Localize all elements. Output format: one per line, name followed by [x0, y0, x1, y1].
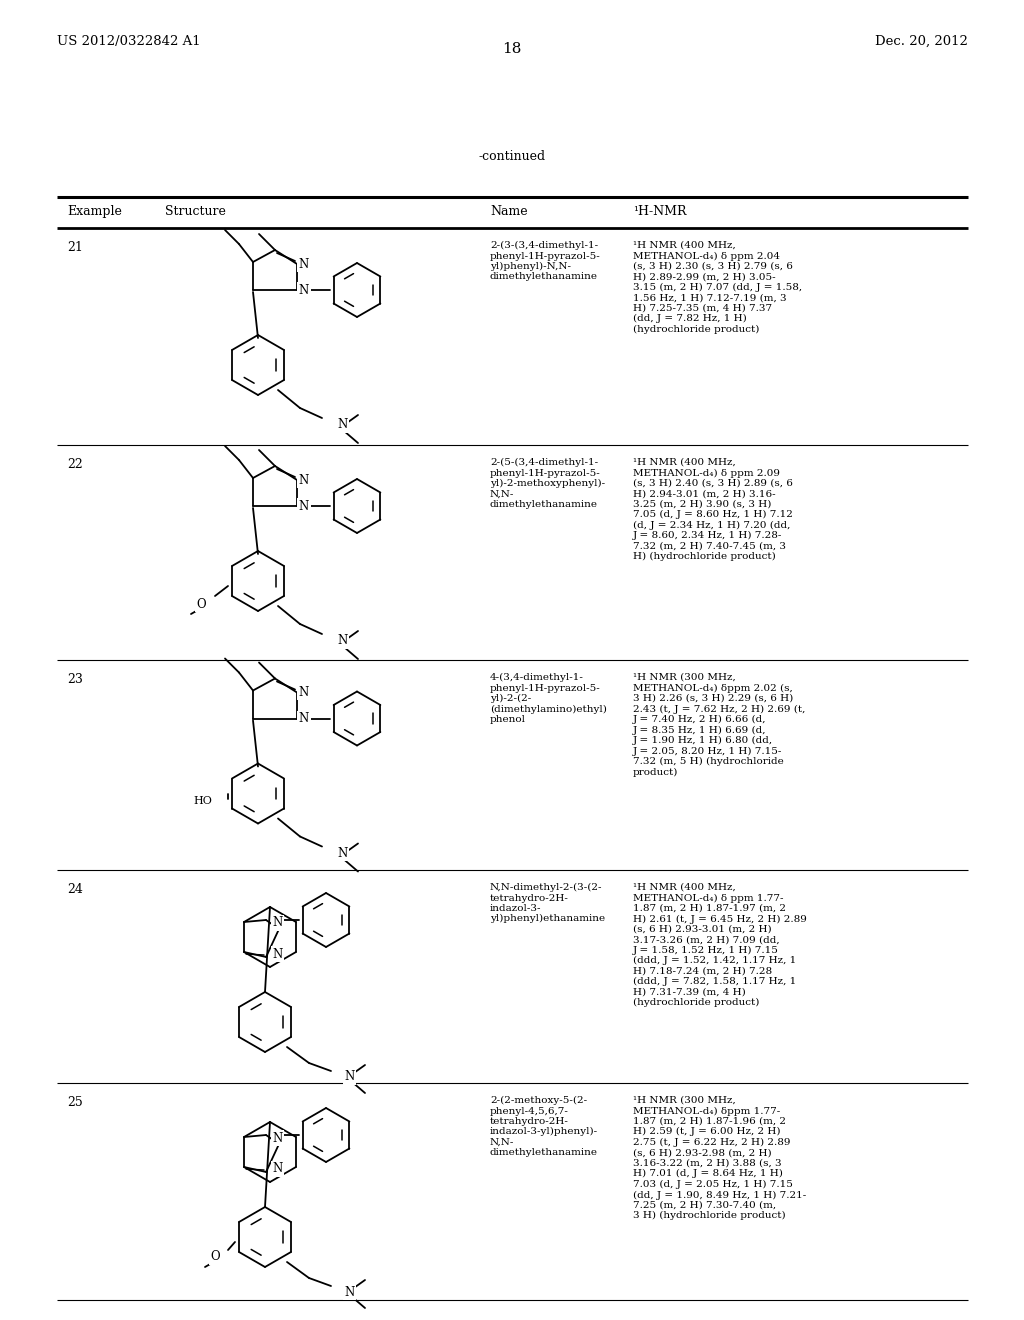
Text: N: N	[344, 1071, 354, 1084]
Text: ¹H NMR (400 MHz,
METHANOL-d₄) δ ppm 2.04
(s, 3 H) 2.30 (s, 3 H) 2.79 (s, 6
H) 2.: ¹H NMR (400 MHz, METHANOL-d₄) δ ppm 2.04…	[633, 242, 802, 334]
Text: -continued: -continued	[478, 150, 546, 162]
Text: ¹H NMR (400 MHz,
METHANOL-d₄) δ ppm 1.77-
1.87 (m, 2 H) 1.87-1.97 (m, 2
H) 2.61 : ¹H NMR (400 MHz, METHANOL-d₄) δ ppm 1.77…	[633, 883, 807, 1007]
Text: N: N	[299, 284, 309, 297]
Text: N: N	[272, 1163, 283, 1176]
Text: N: N	[299, 474, 309, 487]
Text: N: N	[337, 418, 347, 432]
Text: O: O	[210, 1250, 220, 1263]
Text: ¹H NMR (400 MHz,
METHANOL-d₄) δ ppm 2.09
(s, 3 H) 2.40 (s, 3 H) 2.89 (s, 6
H) 2.: ¹H NMR (400 MHz, METHANOL-d₄) δ ppm 2.09…	[633, 458, 793, 561]
Text: N: N	[272, 1131, 283, 1144]
Text: N: N	[337, 635, 347, 648]
Text: 4-(3,4-dimethyl-1-
phenyl-1H-pyrazol-5-
yl)-2-(2-
(dimethylamino)ethyl)
phenol: 4-(3,4-dimethyl-1- phenyl-1H-pyrazol-5- …	[490, 673, 607, 725]
Text: 23: 23	[67, 673, 83, 686]
Text: ¹H-NMR: ¹H-NMR	[633, 205, 686, 218]
Text: ¹H NMR (300 MHz,
METHANOL-d₄) δppm 2.02 (s,
3 H) 2.26 (s, 3 H) 2.29 (s, 6 H)
2.4: ¹H NMR (300 MHz, METHANOL-d₄) δppm 2.02 …	[633, 673, 805, 776]
Text: ¹H NMR (300 MHz,
METHANOL-d₄) δppm 1.77-
1.87 (m, 2 H) 1.87-1.96 (m, 2
H) 2.59 (: ¹H NMR (300 MHz, METHANOL-d₄) δppm 1.77-…	[633, 1096, 806, 1221]
Text: 22: 22	[67, 458, 83, 471]
Text: Example: Example	[67, 205, 122, 218]
Text: N: N	[337, 847, 347, 861]
Text: 2-(5-(3,4-dimethyl-1-
phenyl-1H-pyrazol-5-
yl)-2-methoxyphenyl)-
N,N-
dimethylet: 2-(5-(3,4-dimethyl-1- phenyl-1H-pyrazol-…	[490, 458, 605, 510]
Text: N: N	[299, 686, 309, 700]
Text: Structure: Structure	[165, 205, 226, 218]
Text: N,N-dimethyl-2-(3-(2-
tetrahydro-2H-
indazol-3-
yl)phenyl)ethanamine: N,N-dimethyl-2-(3-(2- tetrahydro-2H- ind…	[490, 883, 605, 924]
Text: N: N	[299, 257, 309, 271]
Text: N: N	[272, 948, 283, 961]
Text: Name: Name	[490, 205, 527, 218]
Text: 21: 21	[67, 242, 83, 253]
Text: O: O	[197, 598, 206, 610]
Text: 24: 24	[67, 883, 83, 896]
Text: 18: 18	[503, 42, 521, 55]
Text: N: N	[299, 499, 309, 512]
Text: 25: 25	[67, 1096, 83, 1109]
Text: N: N	[299, 711, 309, 725]
Text: N: N	[344, 1286, 354, 1299]
Text: 2-(3-(3,4-dimethyl-1-
phenyl-1H-pyrazol-5-
yl)phenyl)-N,N-
dimethylethanamine: 2-(3-(3,4-dimethyl-1- phenyl-1H-pyrazol-…	[490, 242, 601, 281]
Text: US 2012/0322842 A1: US 2012/0322842 A1	[57, 36, 201, 48]
Text: HO: HO	[194, 796, 212, 805]
Text: N: N	[272, 916, 283, 929]
Text: 2-(2-methoxy-5-(2-
phenyl-4,5,6,7-
tetrahydro-2H-
indazol-3-yl)phenyl)-
N,N-
dim: 2-(2-methoxy-5-(2- phenyl-4,5,6,7- tetra…	[490, 1096, 598, 1158]
Text: Dec. 20, 2012: Dec. 20, 2012	[876, 36, 968, 48]
